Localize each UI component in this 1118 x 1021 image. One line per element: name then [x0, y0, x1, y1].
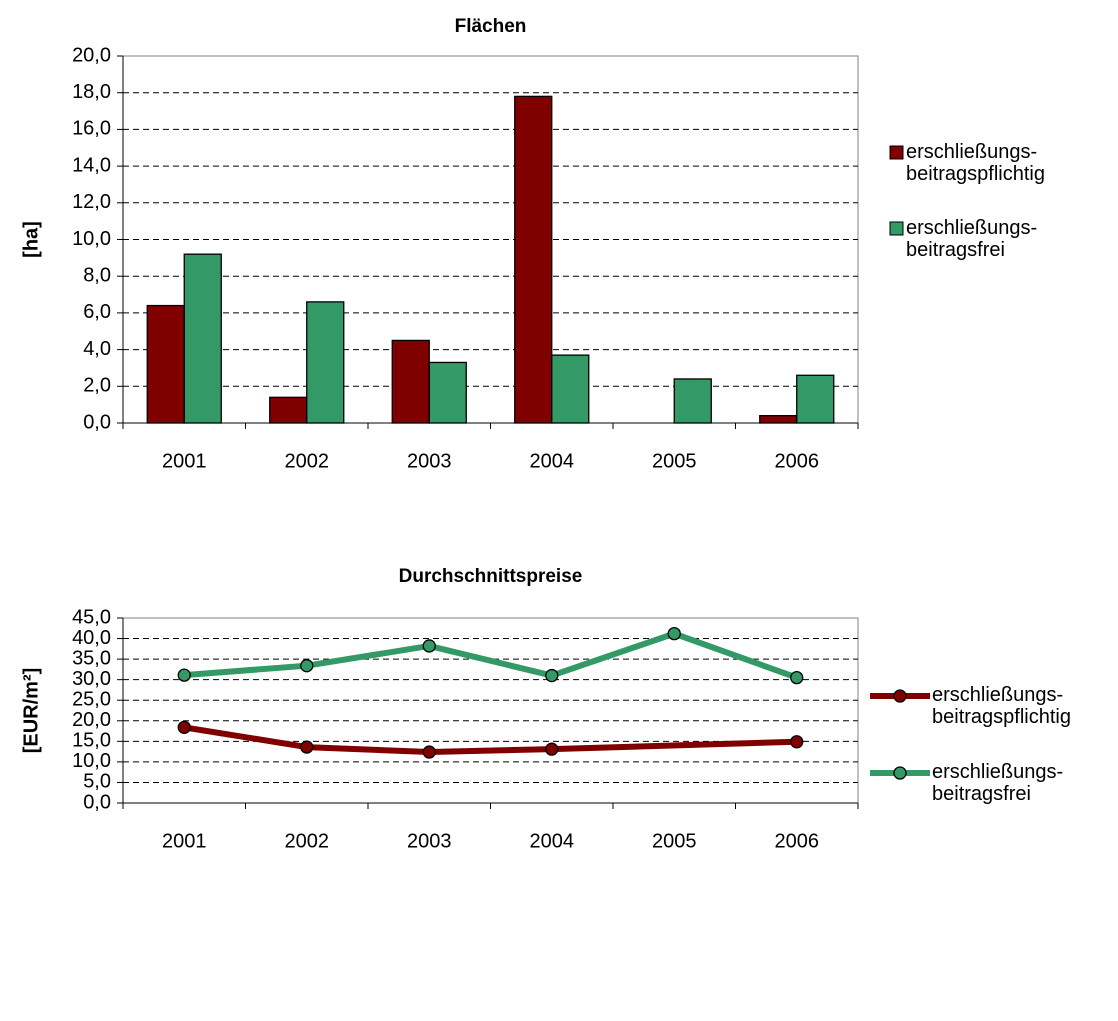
- point: [422, 639, 436, 653]
- y-tick-label: 10,0: [72, 228, 111, 250]
- x-tick-label: 2004: [530, 450, 575, 472]
- bar: [428, 361, 467, 424]
- x-tick-label: 2006: [775, 830, 820, 852]
- chart-title: Flächen: [455, 16, 527, 37]
- x-tick-label: 2005: [652, 830, 697, 852]
- y-axis-label: [EUR/m²]: [20, 668, 42, 754]
- y-tick-label: 18,0: [72, 81, 111, 103]
- point: [177, 720, 191, 735]
- y-tick-label: 12,0: [72, 191, 111, 213]
- bar: [673, 378, 712, 424]
- point: [790, 670, 804, 685]
- bar: [514, 95, 553, 424]
- y-tick-label: 20,0: [72, 44, 111, 66]
- y-tick-label: 16,0: [72, 118, 111, 140]
- x-tick-label: 2002: [285, 830, 330, 852]
- x-tick-label: 2001: [162, 450, 207, 472]
- point: [422, 745, 436, 759]
- x-tick-label: 2006: [775, 450, 820, 472]
- x-tick-label: 2003: [407, 450, 452, 472]
- legend-marker: [893, 766, 907, 780]
- y-tick-label: 35,0: [72, 647, 111, 669]
- x-tick-label: 2002: [285, 450, 330, 472]
- legend-swatch: [889, 221, 904, 236]
- x-tick-label: 2004: [530, 830, 575, 852]
- y-tick-label: 40,0: [72, 627, 111, 649]
- y-tick-label: 0,0: [83, 411, 111, 433]
- y-tick-label: 20,0: [72, 709, 111, 731]
- bar: [269, 396, 308, 424]
- x-tick-label: 2003: [407, 830, 452, 852]
- y-tick-label: 6,0: [83, 301, 111, 323]
- point: [667, 626, 681, 641]
- legend-label: erschließungs-beitragspflichtig: [906, 141, 1045, 185]
- chart-title: Durchschnittspreise: [399, 566, 583, 587]
- y-tick-label: 8,0: [83, 264, 111, 286]
- line: [184, 630, 798, 681]
- y-tick-label: 5,0: [83, 771, 111, 793]
- y-tick-label: 10,0: [72, 750, 111, 772]
- legend-label: erschließungs-beitragspflichtig: [932, 684, 1071, 728]
- point: [300, 659, 314, 673]
- line: [183, 724, 797, 756]
- y-tick-label: 30,0: [72, 668, 111, 690]
- y-tick-label: 45,0: [72, 606, 111, 628]
- y-tick-label: 25,0: [72, 689, 111, 711]
- x-tick-label: 2005: [652, 450, 697, 472]
- bar: [759, 415, 798, 424]
- y-tick-label: 0,0: [83, 791, 111, 813]
- legend-label: erschließungs-beitragsfrei: [932, 761, 1063, 805]
- y-tick-label: 15,0: [72, 730, 111, 752]
- bar: [183, 253, 222, 424]
- x-tick-label: 2001: [162, 830, 207, 852]
- bar: [391, 339, 430, 424]
- bar: [551, 354, 590, 424]
- y-tick-label: 4,0: [83, 338, 111, 360]
- y-axis-label: [ha]: [20, 221, 42, 258]
- plot-frame: [122, 617, 859, 804]
- point: [790, 735, 804, 749]
- point: [545, 742, 559, 756]
- bar: [306, 301, 345, 424]
- legend-swatch: [889, 145, 904, 160]
- y-tick-label: 14,0: [72, 154, 111, 176]
- point: [177, 668, 191, 682]
- point: [545, 668, 559, 683]
- point: [300, 740, 314, 754]
- legend-label: erschließungs-beitragsfrei: [906, 217, 1037, 261]
- legend-marker: [893, 689, 907, 703]
- bar: [796, 374, 835, 424]
- bar: [146, 304, 185, 424]
- y-tick-label: 2,0: [83, 375, 111, 397]
